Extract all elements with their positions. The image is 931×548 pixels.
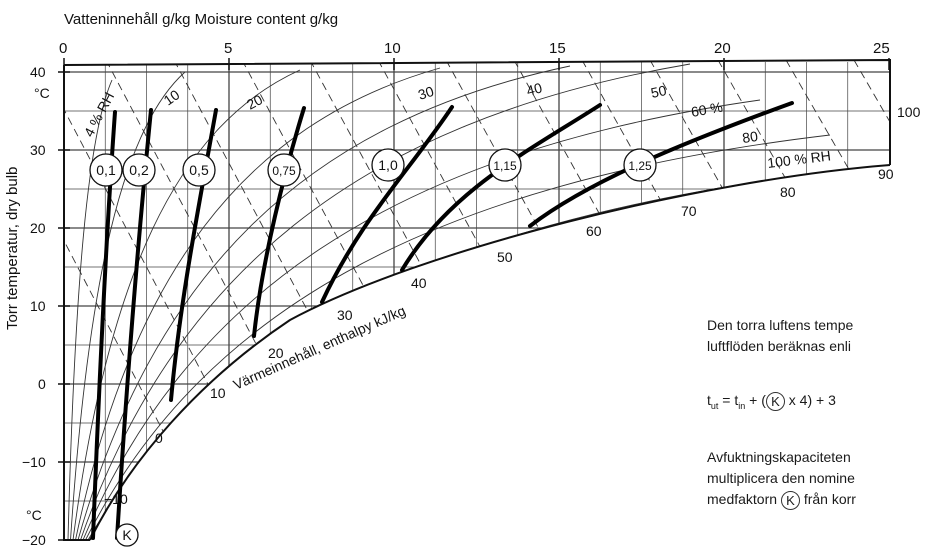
formula-eq: = t: [718, 392, 739, 408]
left-axis-title: Torr temperatur, dry bulb: [4, 167, 21, 330]
left-tick-40: 40: [30, 64, 46, 80]
enthalpy-label-20: 20: [268, 345, 284, 361]
left-tick-neg20: −20: [22, 532, 46, 548]
left-tick-0: 0: [38, 376, 46, 392]
k-factor-label: 1,0: [378, 157, 398, 173]
k-curve-0-5: [169, 108, 218, 402]
top-axis-title: Vatteninnehåll g/kg Moisture content g/k…: [64, 11, 338, 28]
enthalpy-line: [309, 60, 571, 540]
enthalpy-label-neg10: −10: [104, 491, 128, 507]
formula-sub-in: in: [738, 400, 746, 411]
left-tick-20: 20: [30, 220, 46, 236]
rh-curve: [72, 69, 301, 540]
enthalpy-label-0: 0: [155, 430, 163, 446]
enthalpy-label-40: 40: [411, 275, 427, 291]
left-tick-neg10: −10: [22, 454, 46, 470]
top-tick-25: 25: [873, 40, 890, 57]
k-factor-label: 1,15: [493, 159, 517, 173]
rh-label-20: 20: [244, 91, 265, 113]
k-symbol-text: K: [122, 527, 132, 543]
k-factor-circle: [122, 153, 156, 187]
enthalpy-label-10: 10: [210, 385, 226, 401]
enthalpy-label-90: 90: [878, 166, 894, 182]
formula-t: t: [707, 392, 711, 408]
k-factor-circle: [488, 148, 522, 182]
k-factor-label: 0,2: [129, 162, 149, 178]
side-text-line6: medfaktorn K från korr: [707, 490, 856, 510]
rh-label-10: 10: [161, 86, 183, 108]
k-curve-1-0: [320, 105, 454, 304]
rh-label-60: 60 %: [690, 99, 724, 120]
enthalpy-line: [64, 60, 299, 540]
enthalpy-label-60: 60: [586, 223, 602, 239]
enthalpy-line: [445, 60, 707, 533]
enthalpy-label-100: 100: [897, 104, 921, 120]
k-curve-0-1: [91, 110, 117, 540]
rh-curve: [70, 71, 186, 540]
rh-label-100: 100 % RH: [766, 147, 831, 171]
rh-label-40: 40: [525, 79, 544, 99]
enthalpy-label-30: 30: [337, 307, 353, 323]
enthalpy-label-80: 80: [780, 184, 796, 200]
left-unit-top: °C: [34, 85, 50, 101]
left-tick-10: 10: [30, 298, 46, 314]
enthalpy-line: [785, 60, 890, 513]
k-symbol-marker: [115, 523, 139, 547]
k-curve-0-75: [252, 106, 306, 338]
top-tick-0: 0: [59, 40, 67, 57]
left-axis: [58, 71, 70, 541]
k-factor-label: 0,1: [96, 162, 116, 178]
rh-curve: [67, 79, 113, 540]
rh-label-50: 50: [649, 82, 668, 101]
rh-curve: [85, 134, 831, 540]
enthalpy-label-50: 50: [497, 249, 513, 265]
saturation-curve: [89, 164, 891, 541]
enthalpy-line: [241, 60, 503, 540]
enthalpy-line: [853, 60, 890, 509]
formula-plus: + (: [745, 392, 766, 408]
side-text-line1: Den torra luftens tempe: [707, 317, 854, 333]
side-text-line2: luftflöden beräknas enli: [707, 338, 851, 354]
enthalpy-label-70: 70: [681, 203, 697, 219]
top-tick-15: 15: [549, 40, 566, 57]
side-formula: tut = tin + (K x 4) + 3: [707, 391, 836, 416]
k-factor-label: 0,5: [189, 162, 209, 178]
side-text-line5: multiplicera den nomine: [707, 470, 855, 486]
k-factor-circle: [267, 153, 301, 187]
rh-curve: [75, 67, 441, 540]
k-factor-circle: [623, 148, 657, 182]
rh-label-80: 80: [741, 128, 759, 146]
rh-curve: [77, 65, 571, 540]
k-factor-circle: [371, 148, 405, 182]
side-text-line4: Avfuktningskapaciteten: [707, 449, 851, 465]
rh-curve: [80, 63, 691, 540]
k-factor-label: 1,25: [628, 159, 652, 173]
k-factor-circle: [89, 153, 123, 187]
k-factor-markers: 0,1 0,2 0,5 0,75 1,0 1,15 1,25: [89, 148, 657, 187]
line6-post: från korr: [799, 491, 856, 507]
line6-pre: medfaktorn: [707, 491, 778, 507]
k-factor-circle: [182, 153, 216, 187]
formula-k-circle: K: [765, 391, 785, 411]
left-unit-bottom: °C: [26, 507, 42, 523]
formula-sub-ut: ut: [710, 400, 719, 411]
top-axis: [63, 58, 890, 70]
k-factor-label: 0,75: [272, 164, 296, 178]
k-curve-1-15: [400, 103, 602, 272]
top-tick-10: 10: [384, 40, 401, 57]
line6-k-circle: K: [780, 490, 800, 510]
rh-curve: [82, 99, 761, 540]
formula-rest: x 4) + 3: [784, 392, 836, 408]
top-tick-5: 5: [224, 40, 232, 57]
left-tick-30: 30: [30, 142, 46, 158]
enthalpy-line: [105, 60, 367, 540]
top-tick-20: 20: [714, 40, 731, 57]
rh-label-30: 30: [416, 83, 436, 103]
